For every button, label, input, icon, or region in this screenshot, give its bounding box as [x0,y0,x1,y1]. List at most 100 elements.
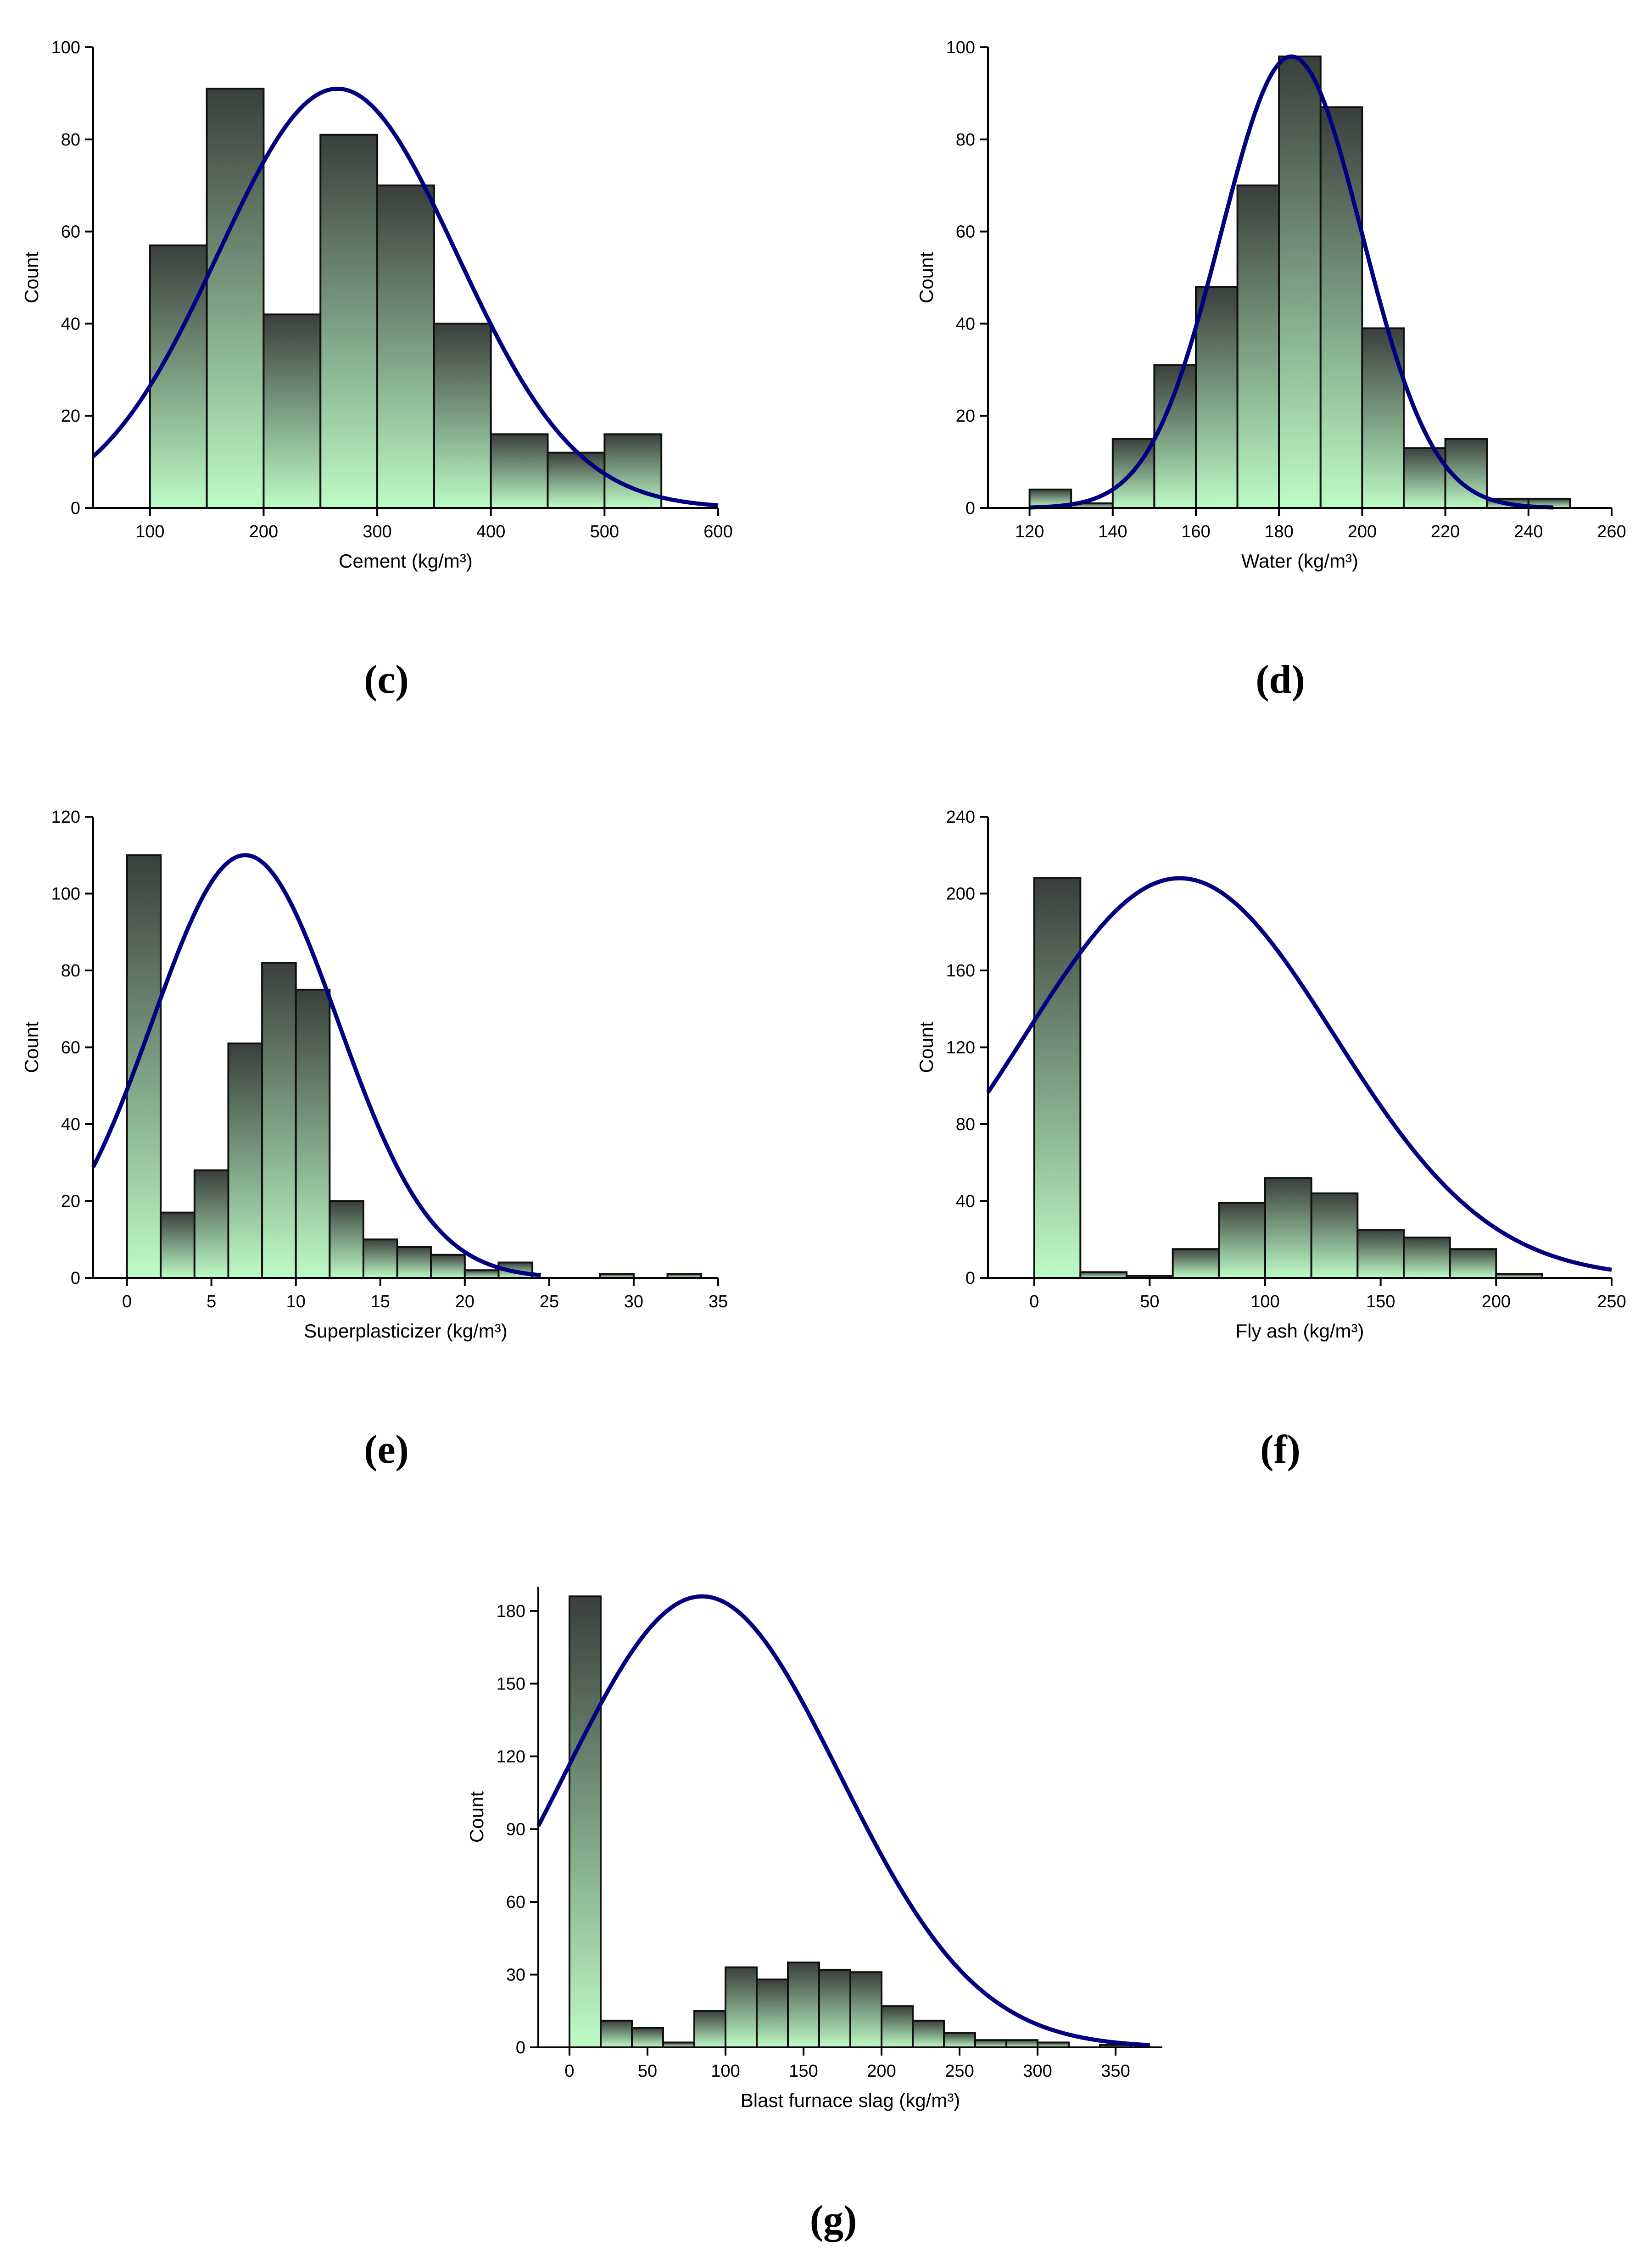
x-tick-label: 400 [476,522,505,541]
x-tick-label: 260 [1597,522,1626,541]
histogram-bar [975,2040,1006,2047]
histogram-bar [363,1239,397,1278]
histogram-bar [150,245,207,508]
y-axis-label: Count [21,1021,42,1073]
y-tick-label: 100 [51,38,80,57]
histogram-bar [377,185,434,508]
panel-caption: (g) [810,2198,857,2242]
histogram-bar [1196,287,1238,508]
histogram-bar [1265,1178,1312,1278]
histogram-bar [632,2028,663,2047]
y-axis-label: Count [21,252,42,303]
x-tick-label: 30 [624,1292,643,1311]
y-tick-label: 20 [956,407,975,426]
histogram-bars-f [1034,878,1542,1278]
y-tick-label: 160 [946,961,975,981]
x-tick-label: 600 [703,522,732,541]
y-tick-label: 80 [61,961,80,981]
y-tick-label: 0 [966,499,975,518]
histogram-bar [1173,1249,1219,1278]
histogram-bar [1006,2040,1038,2047]
histogram-bar [1034,878,1081,1278]
x-tick-label: 200 [249,522,278,541]
x-tick-label: 200 [867,2062,896,2081]
y-tick-label: 20 [61,407,80,426]
y-tick-label: 80 [956,1115,975,1134]
chart-panel-d: 120 140 160 180 200 220 240 260 0 20 40 60 80 100 Wate… [915,38,1626,702]
x-tick-label: 0 [122,1292,132,1311]
panel-caption: (f) [1260,1427,1300,1472]
histogram-figure: 100 200 300 400 500 600020406080100Cement (kg… [0,0,1652,2263]
x-axis-label: Blast furnace slag (kg/m³) [741,2090,960,2111]
histogram-bar [262,963,296,1278]
x-tick-label: 20 [455,1292,474,1311]
x-tick-label: 100 [1250,1292,1279,1311]
x-axis-label: Cement (kg/m³) [339,550,473,572]
y-tick-label: 0 [516,2038,525,2057]
panel-caption: (d) [1256,658,1305,702]
y-axis-label: Count [466,1791,487,1843]
x-tick-label: 140 [1098,522,1127,541]
y-tick-label: 120 [946,1038,975,1058]
y-tick-label: 240 [946,808,975,827]
chart-panel-c: 100 200 300 400 500 600020406080100Cement (kg… [21,38,733,702]
histogram-bar [296,990,330,1278]
x-tick-label: 250 [945,2062,974,2081]
histogram-bar [397,1247,431,1278]
histogram-bar [1312,1193,1358,1278]
y-tick-label: 40 [61,1115,80,1134]
histogram-bar [882,2006,913,2047]
x-tick-label: 150 [789,2062,818,2081]
histogram-bar [1321,107,1362,508]
histogram-bars-g [569,1596,1131,2047]
x-tick-label: 25 [540,1292,559,1311]
y-tick-label: 90 [506,1820,525,1839]
y-tick-label: 200 [946,885,975,904]
y-tick-label: 0 [71,499,80,518]
histogram-bar [569,1596,601,2047]
histogram-bar [913,2021,944,2047]
histogram-bar [434,323,491,508]
histogram-bar [329,1201,363,1278]
y-tick-label: 60 [61,1038,80,1058]
x-tick-label: 150 [1366,1292,1395,1311]
x-tick-label: 200 [1482,1292,1511,1311]
y-tick-label: 180 [497,1602,525,1621]
histogram-bar [1279,56,1321,508]
histogram-bar [757,1979,788,2047]
y-tick-label: 20 [61,1192,80,1211]
histogram-bar [465,1270,499,1278]
x-tick-label: 35 [709,1292,728,1311]
histogram-bar [788,1962,819,2047]
histogram-bars-d [1030,56,1570,508]
y-tick-label: 0 [71,1269,80,1288]
x-axis-label: Fly ash (kg/m³) [1235,1320,1364,1342]
y-tick-label: 100 [51,885,80,904]
histogram-bar [726,1968,757,2047]
y-tick-label: 30 [506,1965,525,1984]
x-tick-label: 0 [1029,1292,1039,1311]
y-tick-label: 80 [956,130,975,150]
histogram-bar [1219,1203,1265,1278]
x-tick-label: 120 [1015,522,1044,541]
x-tick-label: 240 [1514,522,1543,541]
histogram-bar [1357,1230,1404,1278]
histogram-bar [207,89,264,508]
chart-panel-g: 0 50 100 150 200 250 300 350 0 30 60 90 120 150 180 Bla… [466,1587,1162,2242]
x-tick-label: 50 [638,2062,657,2081]
x-tick-label: 160 [1181,522,1210,541]
histogram-bar [491,434,548,508]
x-tick-label: 300 [363,522,391,541]
y-tick-label: 60 [506,1893,525,1912]
histogram-bar [431,1255,465,1278]
histogram-bar [819,1970,850,2047]
histogram-bar [694,2011,726,2047]
x-tick-label: 100 [711,2062,740,2081]
chart-panel-e: 0 5 10 15 20 25 30 35020406080100120Superplasti… [21,808,728,1472]
histogram-bar [1238,185,1279,508]
histogram-bar [601,2021,632,2047]
x-tick-label: 10 [286,1292,306,1311]
panel-caption: (e) [364,1427,409,1472]
y-tick-label: 40 [61,314,80,334]
y-tick-label: 80 [61,130,80,150]
